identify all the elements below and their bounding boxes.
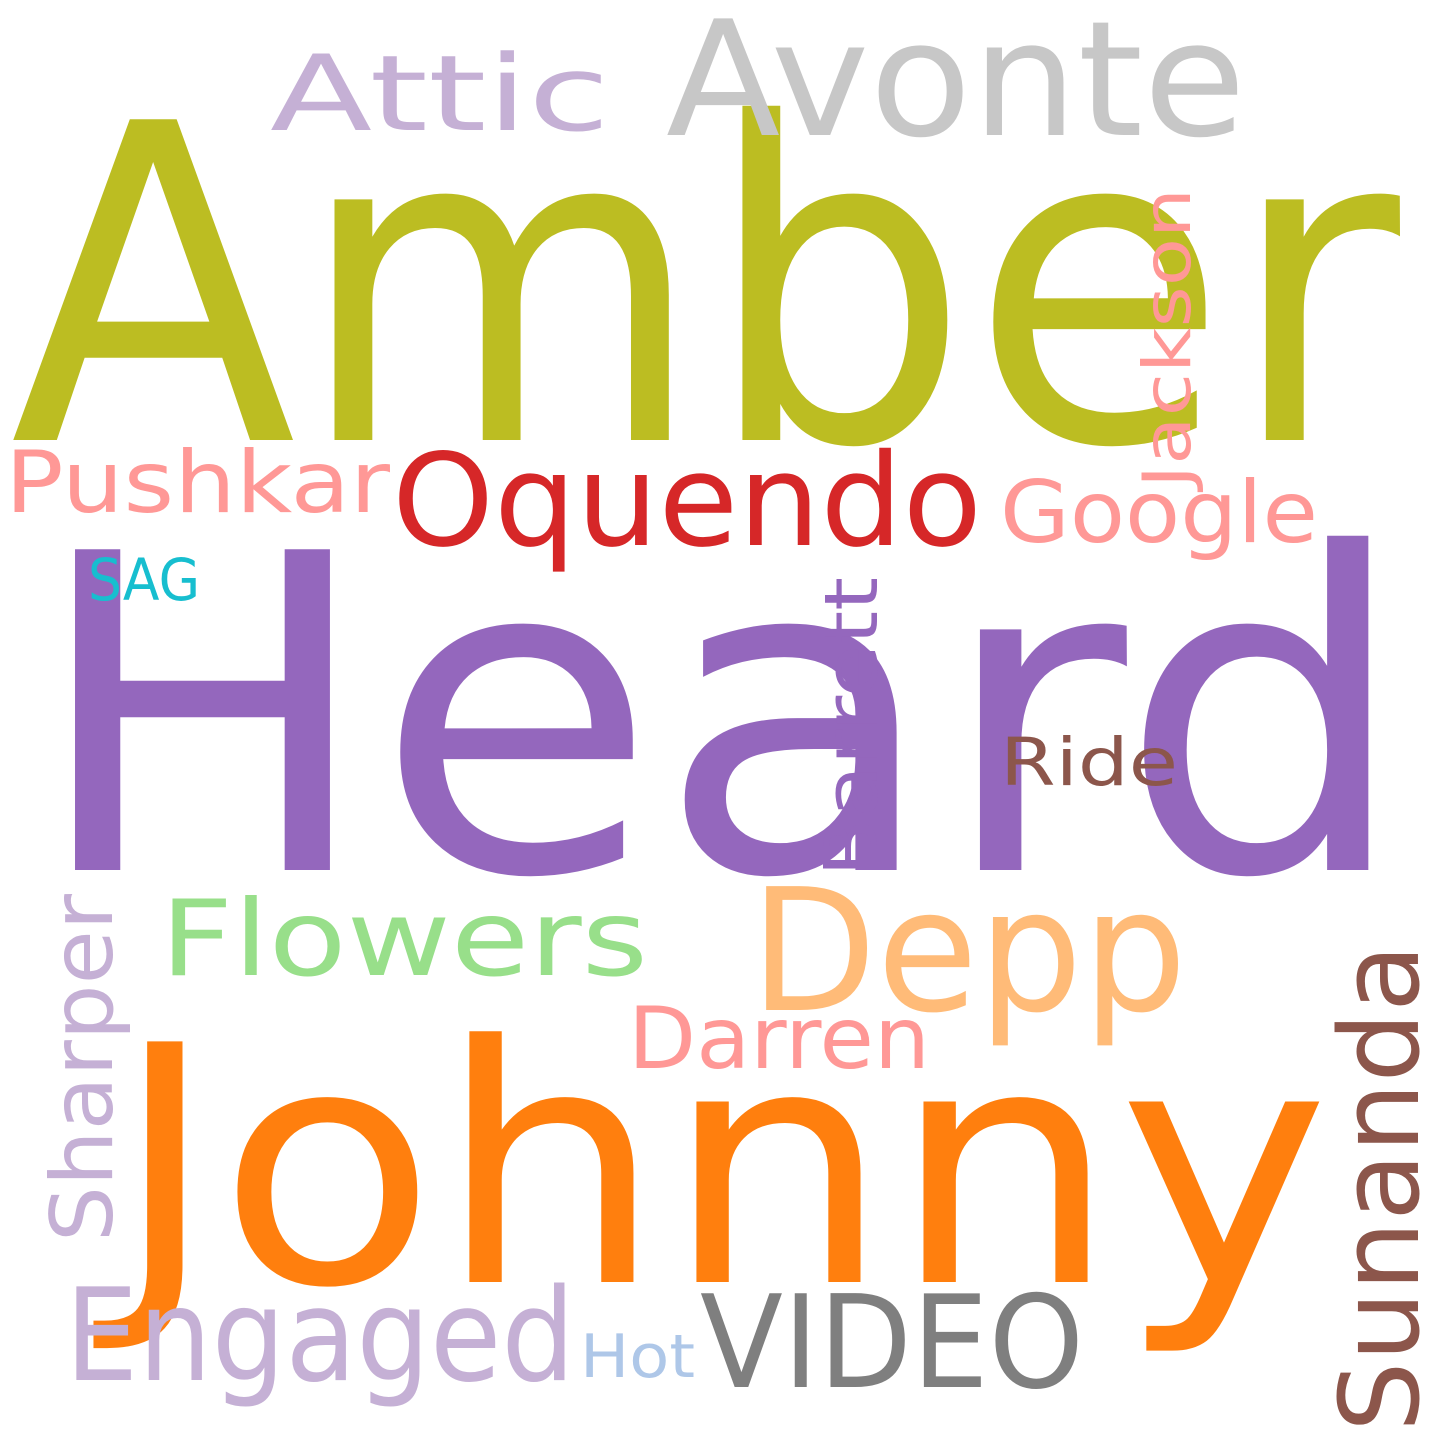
word-avonte: Avonte	[666, 0, 1246, 173]
word-jackson: Jackson	[1129, 188, 1206, 493]
word-johnny: Johnny	[90, 976, 1330, 1360]
word-barrett: Barrett	[809, 577, 895, 877]
word-darren: Darren	[628, 989, 930, 1089]
word-ride: Ride	[1000, 724, 1178, 801]
word-hot: Hot	[580, 1322, 695, 1392]
word-oquendo: Oquendo	[392, 427, 982, 576]
word-pushkar: Pushkar	[5, 433, 391, 533]
word-google: Google	[1000, 463, 1318, 563]
word-attic: Attic	[270, 33, 610, 155]
word-depp: Depp	[750, 853, 1187, 1051]
word-sag: SAG	[88, 546, 200, 614]
word-sunanda: Sunanda	[1316, 944, 1440, 1432]
word-video: VIDEO	[700, 1269, 1084, 1418]
word-engaged: Engaged	[65, 1262, 575, 1411]
word-heard: Heard	[30, 462, 1410, 974]
word-amber: Amber	[10, 32, 1404, 544]
word-flowers: Flowers	[160, 878, 648, 1000]
word-sharper: Sharper	[33, 893, 133, 1242]
